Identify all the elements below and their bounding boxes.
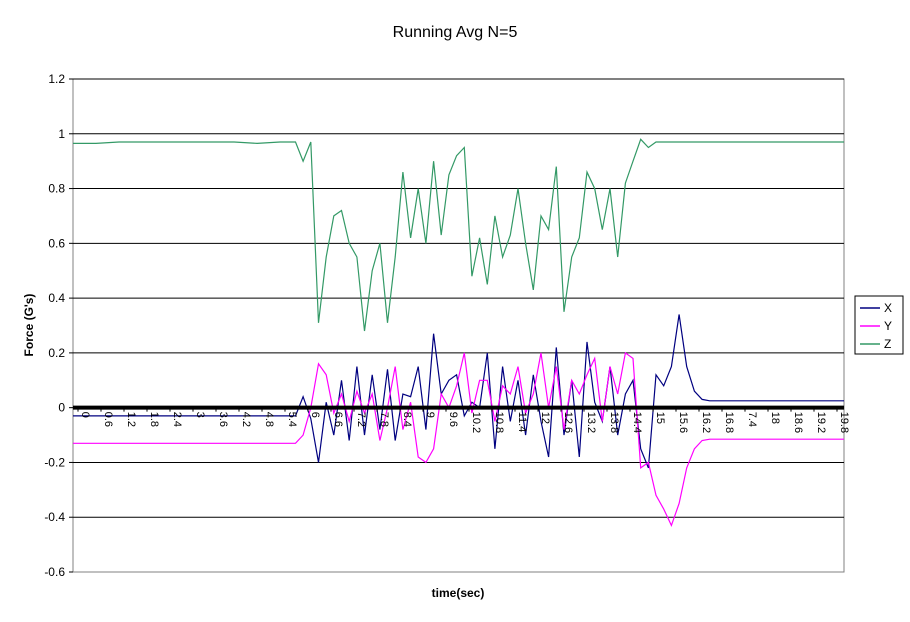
x-tick-label: 8.4 [401,412,413,427]
series-line-x [73,314,844,469]
y-tick-label: 1 [58,127,65,141]
x-tick-label: 10.2 [470,412,482,433]
x-tick-label: 18.6 [792,412,804,433]
y-tick-label: 0 [58,401,65,415]
plot-area [72,78,845,573]
x-tick-label: 14.4 [631,412,643,433]
x-tick-label: 15 [654,412,666,424]
x-tick-label: 5.4 [286,412,298,427]
y-tick-label: 1.2 [48,72,65,86]
x-tick-label: 3 [194,412,206,418]
y-tick-label: 0.2 [48,346,65,360]
legend-box [854,295,904,355]
y-axis-label: Force (G's) [22,294,36,357]
x-tick-labels: 0 0.6 1.2 1.8 2.4 3 3.6 4.2 4.8 5.4 6 6.6 7.2 7.8 8.4 9… [77,407,850,433]
x-tick-label: 10.8 [493,412,505,433]
y-tick-labels: 1.2 1 0.8 0.6 0.4 0.2 0 -0.2 -0.4 -0.6 [44,72,65,579]
x-tick-label: 15.6 [677,412,689,433]
chart-title: Running Avg N=5 [393,24,518,41]
series-line-z [73,138,844,332]
x-tick-label: 12 [539,412,551,424]
x-tick-label: 4.8 [263,412,275,427]
legend-label-z: Z [884,337,891,351]
legend-label-y: Y [884,319,892,333]
x-tick-label: 1.8 [148,412,160,427]
legend-label-x: X [884,301,892,315]
y-tick-label: 0.6 [48,236,65,250]
x-axis-label: time(sec) [432,586,485,600]
x-tick-label: 13.2 [585,412,597,433]
x-tick-label: 4.2 [240,412,252,427]
x-tick-label: 7.8 [378,412,390,427]
x-tick-label: 0.6 [102,412,114,427]
y-tick-label: 0.4 [48,291,65,305]
gridlines [69,78,844,573]
y-tick-label: -0.2 [44,455,65,469]
x-tick-label: 3.6 [217,412,229,427]
x-tick-label: 2.4 [171,412,183,427]
x-tick-label: 7.4 [746,412,758,427]
legend: XYZ [854,295,904,355]
x-tick-label: 9.6 [447,412,459,427]
x-tick-label: 12.6 [562,412,574,433]
x-tick-label: 19.2 [815,412,827,433]
x-tick-label: 19.8 [838,412,850,433]
x-tick-label: 6.6 [332,412,344,427]
x-tick-label: 16.8 [723,412,735,433]
x-tick-label: 16.2 [700,412,712,433]
y-tick-label: -0.6 [44,565,65,579]
y-tick-label: -0.4 [44,510,65,524]
y-tick-label: 0.8 [48,182,65,196]
x-tick-label: 9 [424,412,436,418]
legend-items: XYZ [860,301,892,351]
x-tick-label: 18 [769,412,781,424]
x-tick-label: 11.4 [516,412,528,433]
x-tick-label: 7.2 [355,412,367,427]
x-tick-label: 13.8 [608,412,620,433]
x-tick-label: 6 [309,412,321,418]
x-tick-label: 0 [79,412,91,418]
x-tick-label: 1.2 [125,412,137,427]
